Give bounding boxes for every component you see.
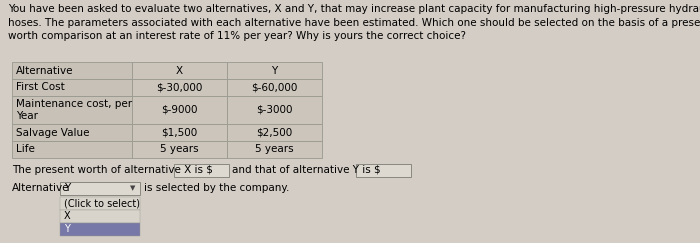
Text: 5 years: 5 years xyxy=(160,145,199,155)
Text: X: X xyxy=(176,66,183,76)
Bar xyxy=(12,141,132,158)
Bar xyxy=(60,209,140,223)
Bar xyxy=(227,124,322,141)
Bar xyxy=(132,62,227,79)
Text: 5 years: 5 years xyxy=(256,145,294,155)
Text: (Click to select): (Click to select) xyxy=(64,198,140,208)
Text: ▼: ▼ xyxy=(130,185,135,191)
Bar xyxy=(12,79,132,96)
Bar xyxy=(132,79,227,96)
Text: $2,500: $2,500 xyxy=(256,128,293,138)
Text: First Cost: First Cost xyxy=(16,83,64,93)
Text: is selected by the company.: is selected by the company. xyxy=(144,183,289,193)
Text: Alternative: Alternative xyxy=(16,66,74,76)
Bar xyxy=(132,96,227,124)
Bar xyxy=(227,96,322,124)
Bar xyxy=(60,223,140,235)
Text: $-30,000: $-30,000 xyxy=(156,83,203,93)
Text: Life: Life xyxy=(16,145,35,155)
Text: and that of alternative Y is $: and that of alternative Y is $ xyxy=(232,165,381,175)
Text: Y: Y xyxy=(64,224,69,234)
Bar xyxy=(60,197,140,209)
Text: You have been asked to evaluate two alternatives, X and Y, that may increase pla: You have been asked to evaluate two alte… xyxy=(8,4,700,41)
Text: Y: Y xyxy=(64,183,70,193)
Bar xyxy=(60,182,140,194)
Bar xyxy=(132,124,227,141)
Bar xyxy=(12,62,132,79)
Text: $-9000: $-9000 xyxy=(161,105,197,115)
Bar xyxy=(12,96,132,124)
Text: Y: Y xyxy=(272,66,278,76)
Bar xyxy=(132,141,227,158)
Bar xyxy=(12,124,132,141)
Bar xyxy=(227,141,322,158)
Text: $-3000: $-3000 xyxy=(256,105,293,115)
Bar xyxy=(227,79,322,96)
Text: Maintenance cost, per
Year: Maintenance cost, per Year xyxy=(16,99,132,121)
Text: Salvage Value: Salvage Value xyxy=(16,128,90,138)
Text: Alternative: Alternative xyxy=(12,183,69,193)
Bar xyxy=(356,164,412,176)
Text: $-60,000: $-60,000 xyxy=(251,83,298,93)
Text: $1,500: $1,500 xyxy=(162,128,197,138)
Bar xyxy=(174,164,229,176)
Text: The present worth of alternative X is $: The present worth of alternative X is $ xyxy=(12,165,213,175)
Text: X: X xyxy=(64,211,70,221)
Bar xyxy=(227,62,322,79)
